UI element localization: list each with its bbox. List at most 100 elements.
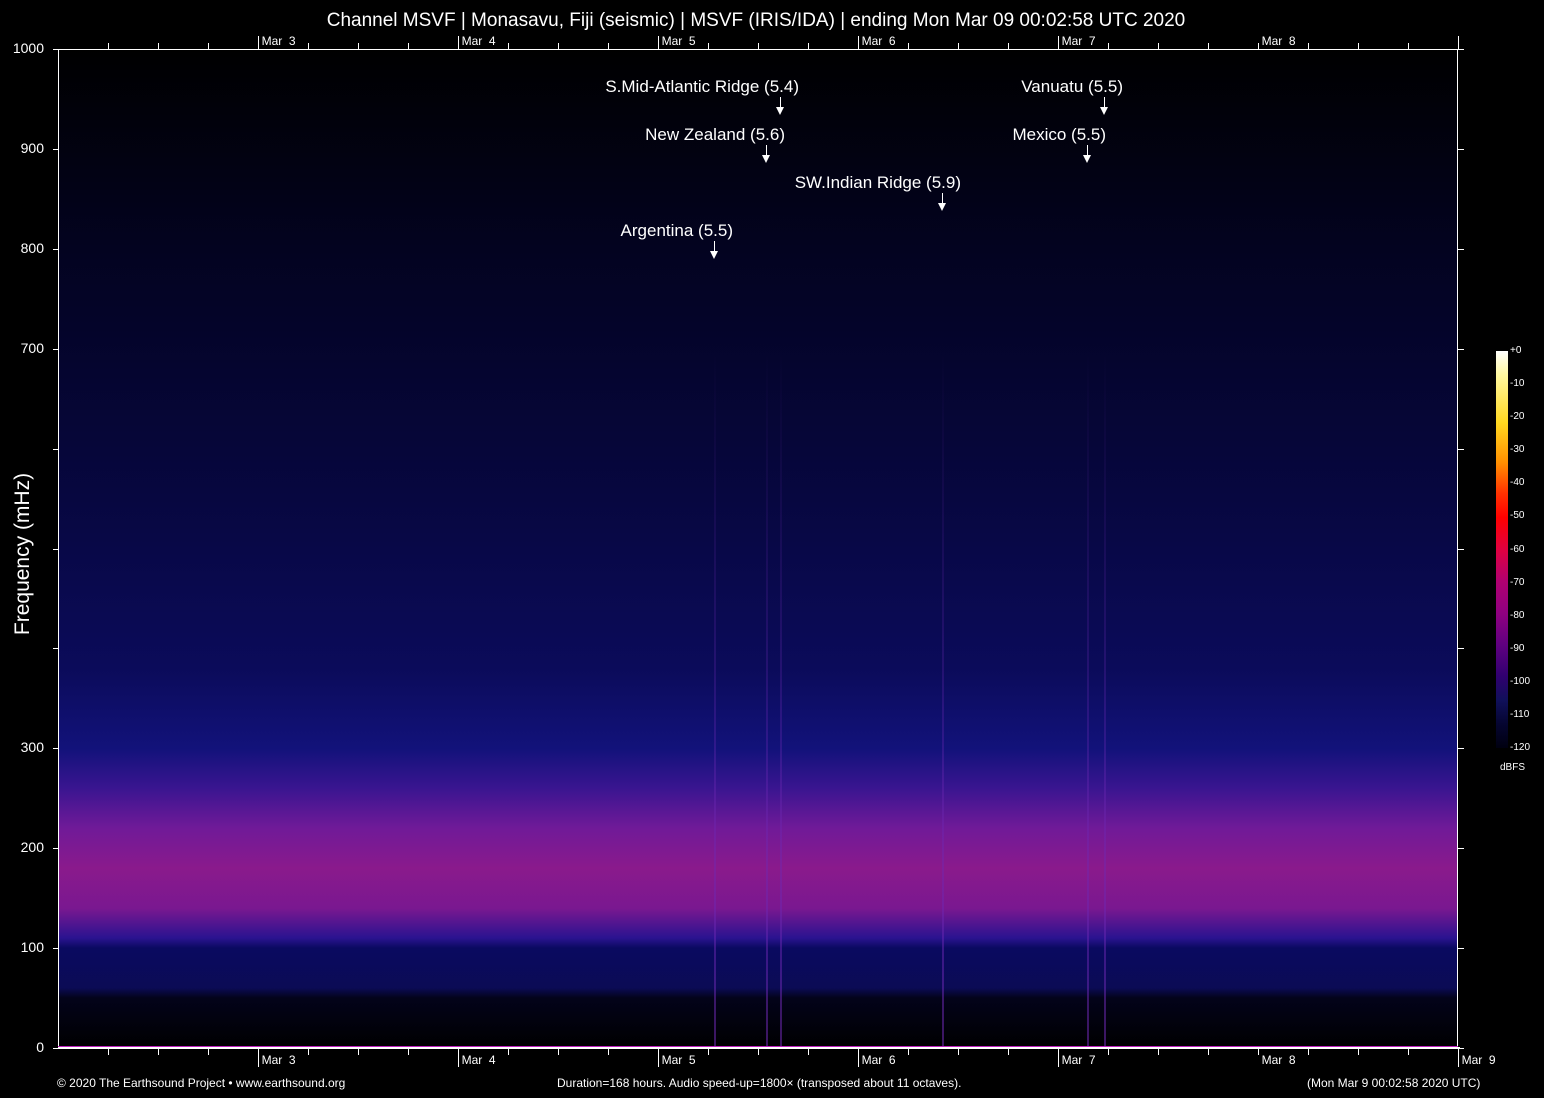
annotation-arrow-head [1083, 155, 1091, 163]
y-tick-left [53, 49, 58, 50]
y-tick-label: 800 [20, 239, 44, 256]
annotation-arrow-shaft [714, 241, 715, 253]
y-tick-label: 900 [20, 139, 44, 156]
colorbar-tick-label: -30 [1510, 444, 1525, 456]
x-top-major-tick [858, 36, 859, 49]
colorbar-tick-label: -40 [1510, 477, 1525, 489]
x-top-minor-tick [1008, 43, 1009, 49]
event-streak [713, 349, 716, 1048]
x-top-day-label: Mar 8 [1261, 34, 1296, 48]
x-minor-tick [508, 1049, 509, 1055]
x-top-minor-tick [408, 43, 409, 49]
annotation-label: Mexico (5.5) [1012, 125, 1106, 144]
x-day-label: Mar 5 [661, 1053, 696, 1067]
y-tick-label: 1000 [12, 40, 44, 56]
x-day-label: Mar 9 [1461, 1053, 1496, 1067]
annotation-label: New Zealand (5.6) [645, 125, 785, 144]
y-tick-label: 700 [20, 339, 44, 356]
colorbar [1496, 351, 1508, 748]
end-timestamp: (Mon Mar 9 00:02:58 2020 UTC) [1307, 1076, 1481, 1090]
event-streak [1103, 349, 1106, 1048]
colorbar-tick-label: -20 [1510, 411, 1525, 423]
y-tick-label: 0 [36, 1039, 44, 1055]
colorbar-tick-label: -70 [1510, 576, 1525, 588]
x-top-major-tick [658, 36, 659, 49]
y-tick-left [53, 948, 58, 950]
colorbar-tick-label: -50 [1510, 510, 1525, 522]
y-tick-right [1458, 548, 1464, 550]
annotation-label: Argentina (5.5) [620, 221, 733, 240]
x-top-minor-tick [508, 43, 509, 49]
y-tick-right [1458, 848, 1464, 850]
x-major-tick [1058, 1049, 1059, 1067]
y-tick-right [1458, 348, 1464, 350]
x-day-label: Mar 7 [1061, 1053, 1096, 1067]
x-day-label: Mar 4 [461, 1053, 496, 1067]
x-minor-tick [108, 1049, 109, 1055]
zero-line [58, 1046, 1458, 1047]
x-top-minor-tick [1408, 43, 1409, 49]
x-minor-tick [1408, 1049, 1409, 1055]
annotation-arrow-shaft [1087, 145, 1088, 157]
x-minor-tick [1158, 1049, 1159, 1055]
x-minor-tick [1258, 1049, 1259, 1055]
x-minor-tick [608, 1049, 609, 1055]
event-streak [942, 349, 945, 1048]
x-top-major-tick [1458, 36, 1459, 49]
y-tick-label: 100 [20, 939, 44, 956]
y-tick-left [53, 248, 58, 250]
x-minor-tick [958, 1049, 959, 1055]
y-tick-right [1458, 948, 1464, 950]
y-tick-right [1458, 1048, 1464, 1049]
x-minor-tick [1208, 1049, 1209, 1055]
spectrogram-plot [58, 49, 1458, 1048]
annotation-arrow-head [938, 203, 946, 211]
colorbar-tick-label: -10 [1510, 378, 1525, 390]
x-minor-tick [1108, 1049, 1109, 1055]
annotation-arrow-head [1100, 107, 1108, 115]
x-minor-tick [908, 1049, 909, 1055]
x-top-minor-tick [708, 43, 709, 49]
x-top-minor-tick [1258, 43, 1259, 49]
copyright: © 2020 The Earthsound Project • www.eart… [57, 1076, 346, 1090]
x-top-minor-tick [1308, 43, 1309, 49]
x-minor-tick [808, 1049, 809, 1055]
x-top-major-tick [258, 36, 259, 49]
x-top-minor-tick [908, 43, 909, 49]
colorbar-tick-label: -100 [1510, 675, 1531, 687]
y-tick-label: 200 [20, 839, 44, 856]
y-tick-label: 300 [20, 739, 44, 756]
x-minor-tick [708, 1049, 709, 1055]
x-top-major-tick [1058, 36, 1059, 49]
x-top-day-label: Mar 7 [1061, 34, 1096, 48]
y-tick-right [1458, 49, 1464, 50]
x-major-tick [458, 1049, 459, 1067]
colorbar-tick-label: +0 [1510, 345, 1522, 356]
x-minor-tick [758, 1049, 759, 1055]
y-tick-left [53, 548, 58, 550]
y-tick-right [1458, 148, 1464, 150]
annotation-label: Vanuatu (5.5) [1021, 77, 1123, 96]
x-day-label: Mar 8 [1261, 1053, 1296, 1067]
x-top-minor-tick [808, 43, 809, 49]
y-tick-right [1458, 448, 1464, 450]
y-tick-right [1458, 248, 1464, 250]
x-top-minor-tick [158, 43, 159, 49]
event-streak [779, 349, 782, 1048]
colorbar-tick-label: -90 [1510, 642, 1525, 654]
annotation-arrow-head [710, 251, 718, 259]
x-top-minor-tick [608, 43, 609, 49]
annotation-arrow-shaft [766, 145, 767, 157]
x-top-minor-tick [758, 43, 759, 49]
duration-info: Duration=168 hours. Audio speed-up=1800×… [557, 1076, 962, 1090]
x-minor-tick [1008, 1049, 1009, 1055]
x-top-major-tick [458, 36, 459, 49]
x-top-minor-tick [1158, 43, 1159, 49]
annotation-arrow-head [776, 107, 784, 115]
x-axis-line [58, 1047, 1460, 1049]
x-top-day-label: Mar 3 [261, 34, 296, 48]
y-tick-left [53, 448, 58, 450]
y-tick-right [1458, 648, 1464, 650]
y-tick-left [53, 1048, 58, 1049]
event-streak [1087, 349, 1090, 1048]
